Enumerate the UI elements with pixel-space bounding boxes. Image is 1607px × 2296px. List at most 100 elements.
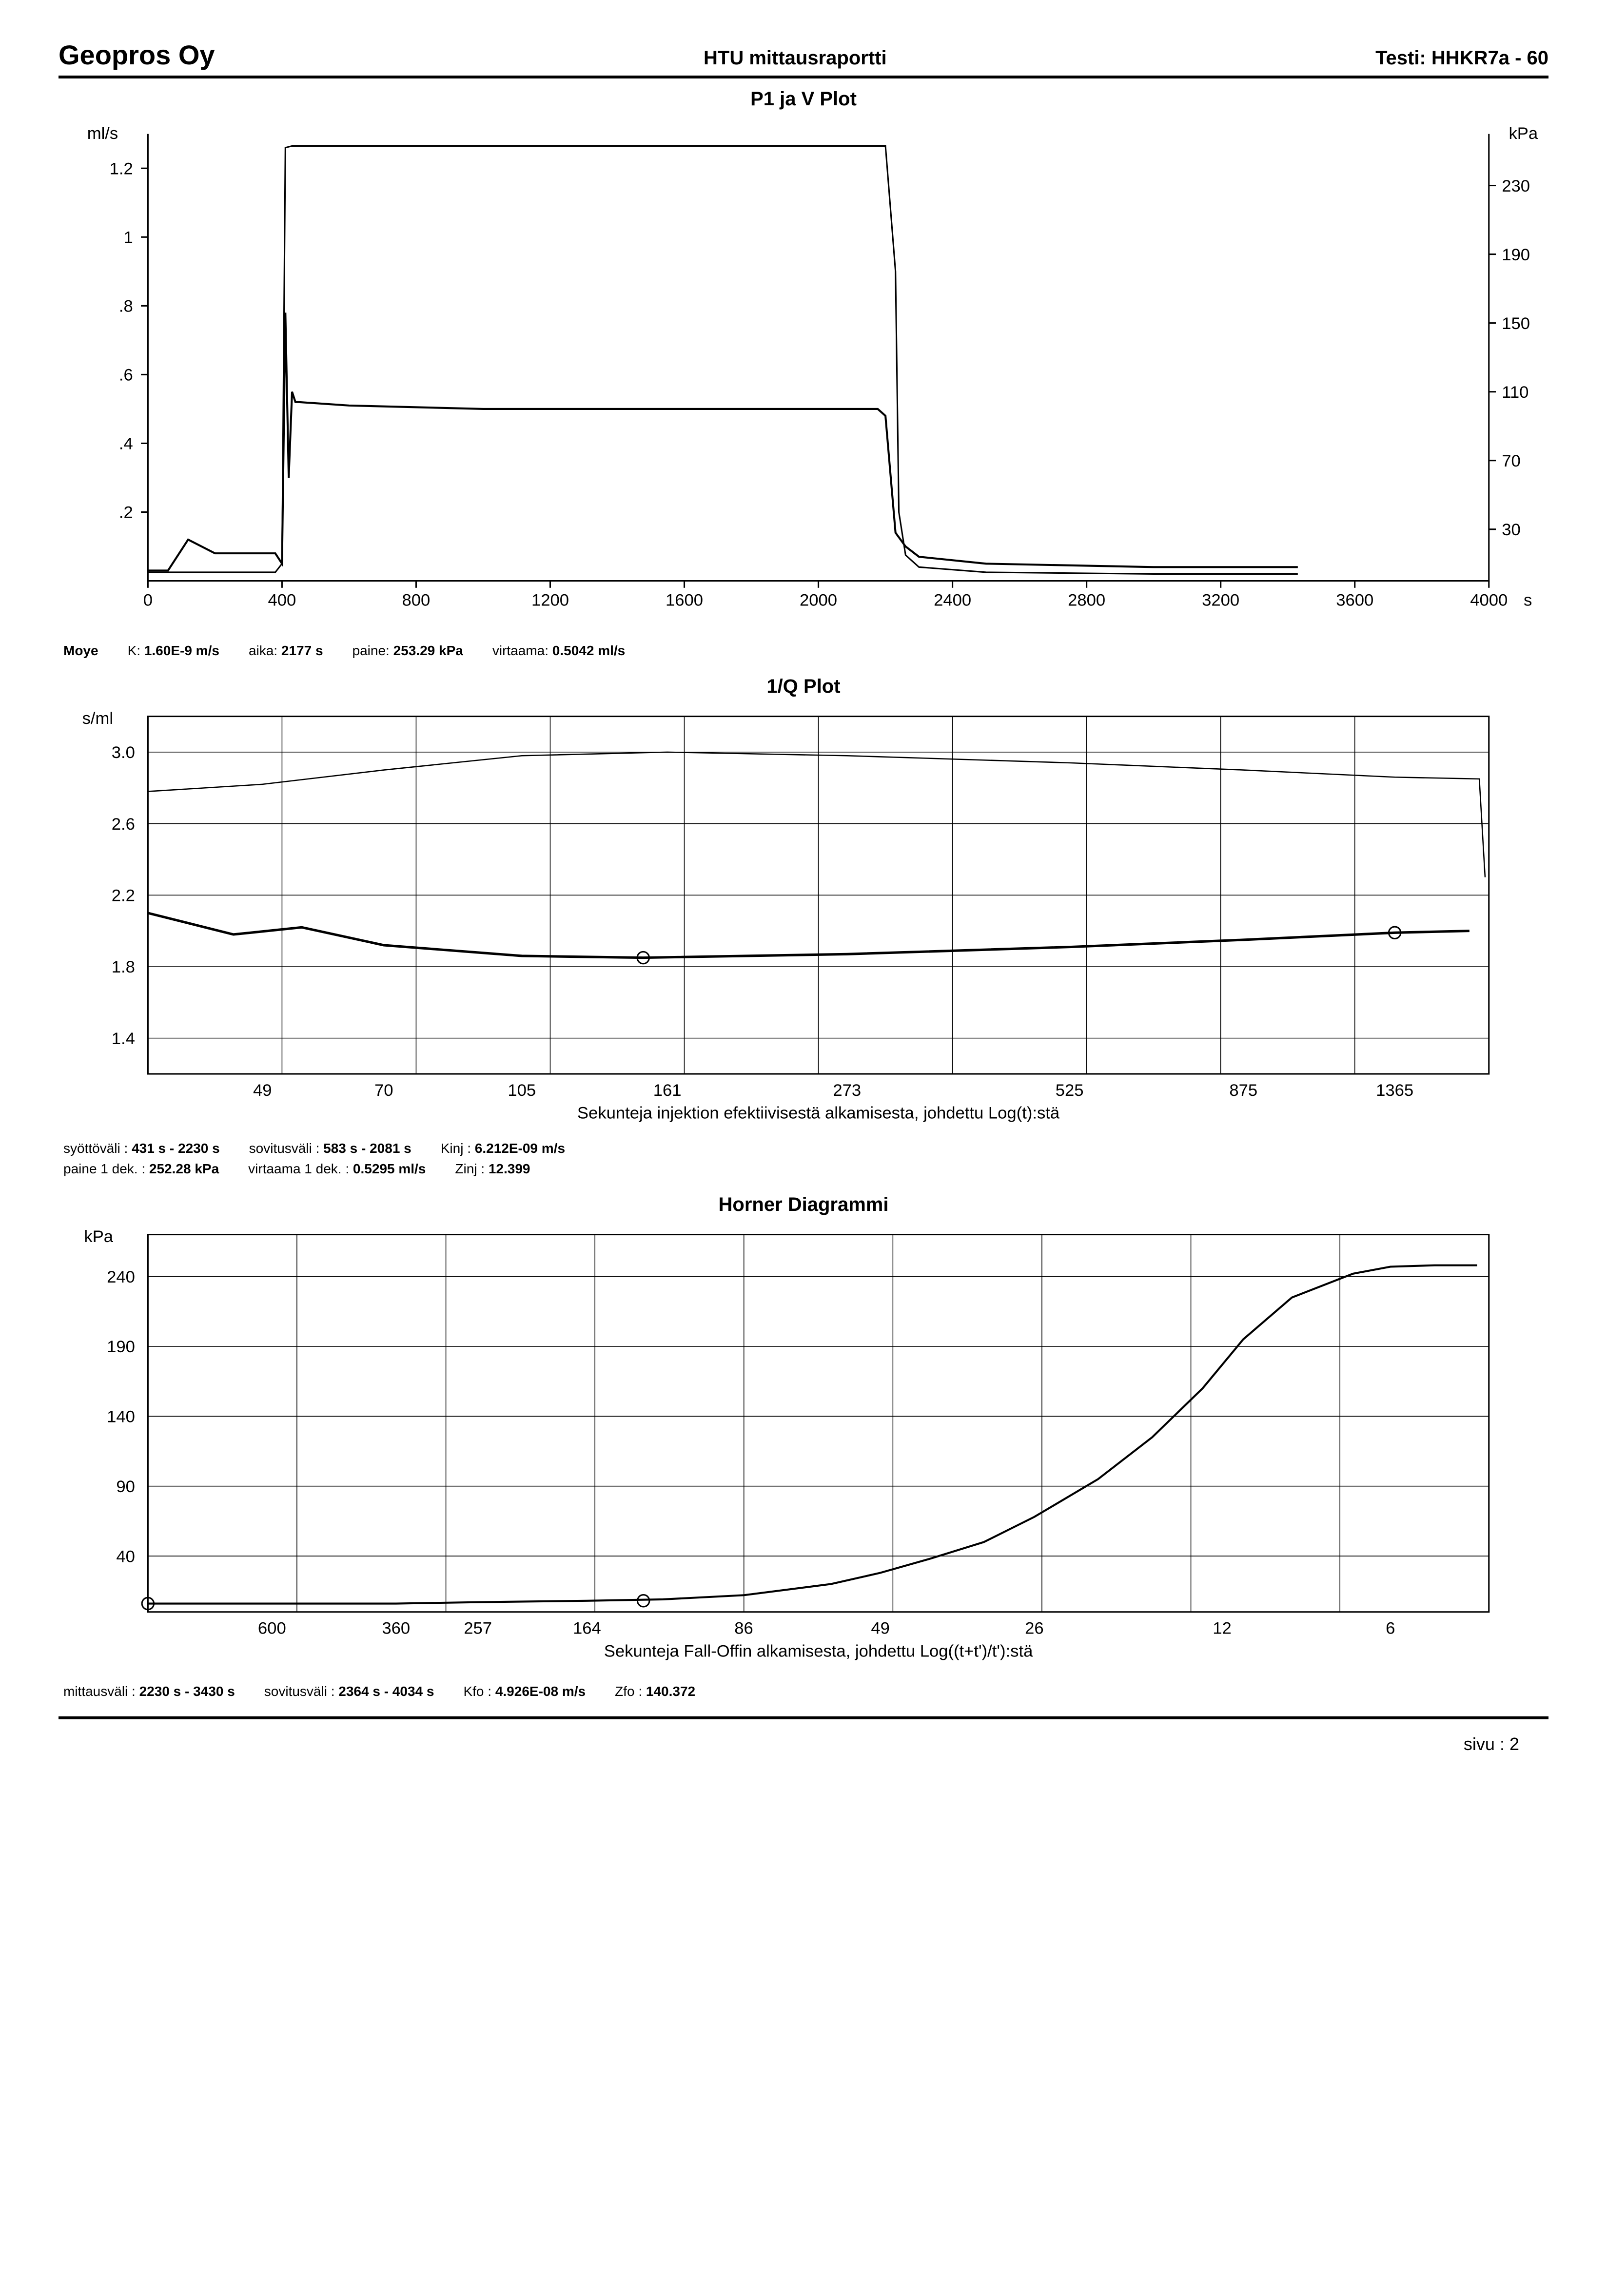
sovitus-label-3: sovitusväli : [264,1684,335,1699]
svg-text:3.0: 3.0 [112,743,135,762]
test-id: Testi: HHKR7a - 60 [1375,47,1548,69]
svg-text:164: 164 [573,1619,601,1637]
virt1dek-value: 0.5295 ml/s [353,1161,426,1176]
svg-text:2400: 2400 [934,591,971,609]
virt1dek-label: virtaama 1 dek. : [248,1161,349,1176]
aika-value: 2177 s [281,643,323,658]
syotto-label: syöttöväli : [63,1141,128,1156]
svg-text:70: 70 [1502,452,1521,470]
chart2: 1.4 1.8 2.2 2.6 3.0 s/ml 49 70 105 161 273 525 875 13… [59,701,1548,1133]
svg-text:360: 360 [382,1619,410,1637]
svg-text:1600: 1600 [666,591,703,609]
mitta-value: 2230 s - 3430 s [139,1684,235,1699]
syotto-value: 431 s - 2230 s [132,1141,220,1156]
svg-text:800: 800 [402,591,431,609]
svg-text:2000: 2000 [800,591,837,609]
svg-text:40: 40 [116,1547,135,1566]
svg-text:kPa: kPa [1509,124,1538,143]
svg-text:230: 230 [1502,177,1530,195]
svg-text:257: 257 [464,1619,492,1637]
svg-text:s: s [1524,591,1532,609]
page-header: Geopros Oy HTU mittausraportti Testi: HH… [59,39,1548,78]
chart2-params: syöttöväli : 431 s - 2230 s sovitusväli … [63,1138,1548,1179]
svg-text:525: 525 [1056,1081,1084,1099]
svg-text:Sekunteja injektion efektiivis: Sekunteja injektion efektiivisestä alkam… [577,1104,1060,1122]
svg-text:3200: 3200 [1202,591,1239,609]
svg-text:49: 49 [253,1081,272,1099]
svg-text:161: 161 [653,1081,682,1099]
svg-text:190: 190 [1502,246,1530,264]
zfo-value: 140.372 [646,1684,695,1699]
svg-text:1.8: 1.8 [112,958,135,976]
svg-text:30: 30 [1502,521,1521,539]
chart3-params: mittausväli : 2230 s - 3430 s sovitusväl… [63,1681,1548,1702]
svg-text:26: 26 [1025,1619,1044,1637]
k-value: 1.60E-9 m/s [144,643,219,658]
svg-text:.4: .4 [119,435,133,453]
report-title: HTU mittausraportti [215,47,1376,69]
svg-text:90: 90 [116,1478,135,1496]
page-number: sivu : 2 [59,1734,1548,1754]
svg-text:70: 70 [374,1081,393,1099]
svg-text:1.2: 1.2 [110,159,133,178]
paine-label: paine: [353,643,390,658]
svg-text:86: 86 [734,1619,753,1637]
svg-text:2800: 2800 [1068,591,1105,609]
svg-text:.8: .8 [119,297,133,316]
svg-text:240: 240 [107,1268,135,1286]
virtaama-label: virtaama: [492,643,549,658]
paine-value: 253.29 kPa [393,643,463,658]
svg-text:2.2: 2.2 [112,886,135,905]
aika-label: aika: [249,643,277,658]
svg-text:ml/s: ml/s [87,124,118,143]
kinj-label: Kinj : [441,1141,471,1156]
sovitus-label-2: sovitusväli : [249,1141,320,1156]
paine1dek-value: 252.28 kPa [149,1161,219,1176]
svg-text:.2: .2 [119,504,133,522]
chart1-title: P1 ja V Plot [59,88,1548,110]
svg-text:kPa: kPa [84,1227,113,1246]
svg-text:1200: 1200 [531,591,569,609]
svg-text:2.6: 2.6 [112,815,135,833]
sovitus-value-2: 583 s - 2081 s [323,1141,412,1156]
svg-text:600: 600 [258,1619,286,1637]
svg-text:140: 140 [107,1407,135,1426]
kfo-value: 4.926E-08 m/s [495,1684,586,1699]
svg-text:0: 0 [143,591,153,609]
svg-text:105: 105 [508,1081,536,1099]
svg-text:875: 875 [1229,1081,1257,1099]
page-label: sivu : [1464,1734,1505,1754]
chart3-title: Horner Diagrammi [59,1194,1548,1216]
svg-text:12: 12 [1213,1619,1232,1637]
svg-text:1.4: 1.4 [112,1029,135,1048]
svg-text:4000: 4000 [1470,591,1508,609]
svg-text:273: 273 [833,1081,861,1099]
virtaama-value: 0.5042 ml/s [552,643,625,658]
svg-text:.6: .6 [119,366,133,385]
footer-rule [59,1716,1548,1719]
chart2-title: 1/Q Plot [59,676,1548,698]
paine1dek-label: paine 1 dek. : [63,1161,145,1176]
kinj-value: 6.212E-09 m/s [475,1141,565,1156]
svg-text:190: 190 [107,1338,135,1356]
svg-text:3600: 3600 [1336,591,1373,609]
test-label: Testi: [1375,47,1426,69]
kfo-label: Kfo : [463,1684,491,1699]
zfo-label: Zfo : [615,1684,642,1699]
chart1-params: Moye K: 1.60E-9 m/s aika: 2177 s paine: … [63,641,1548,661]
zinj-label: Zinj : [455,1161,485,1176]
svg-text:s/ml: s/ml [82,709,113,727]
svg-text:150: 150 [1502,314,1530,333]
svg-text:1: 1 [124,229,133,247]
svg-text:400: 400 [268,591,296,609]
svg-text:1365: 1365 [1376,1081,1413,1099]
svg-text:Sekunteja Fall-Offin alkamises: Sekunteja Fall-Offin alkamisesta, johdet… [604,1642,1033,1660]
moye-label: Moye [63,643,98,658]
sovitus-value-3: 2364 s - 4034 s [338,1684,434,1699]
mitta-label: mittausväli : [63,1684,136,1699]
zinj-value: 12.399 [489,1161,530,1176]
svg-text:6: 6 [1386,1619,1395,1637]
page-number-value: 2 [1509,1734,1519,1754]
k-label: K: [128,643,140,658]
chart1: 0 400 800 1200 1600 2000 2400 2800 3200 3600 4000 s… [59,114,1548,636]
